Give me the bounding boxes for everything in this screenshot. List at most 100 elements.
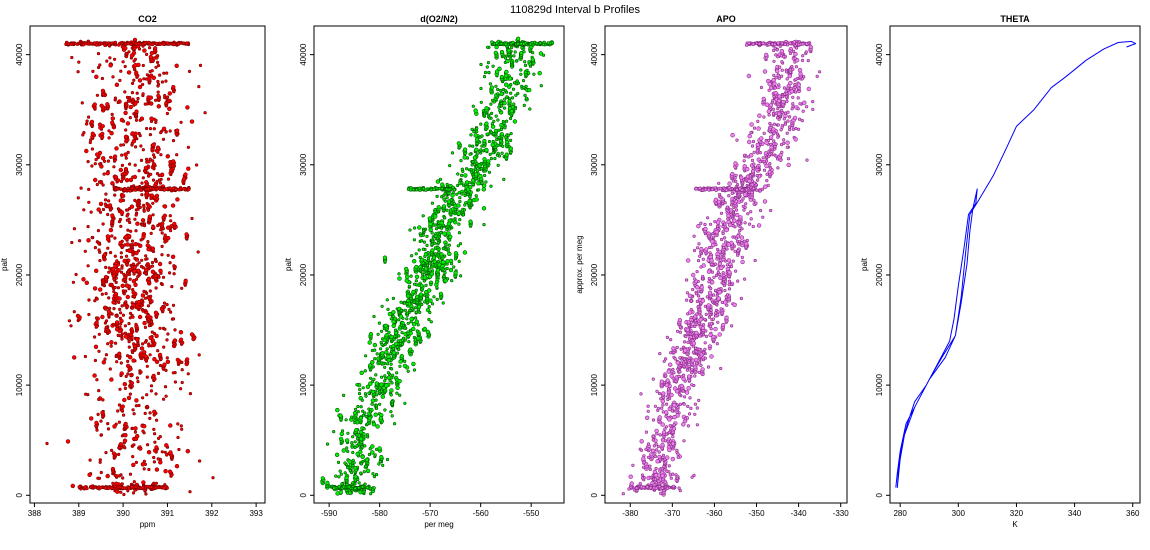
do2n2-data-point <box>441 204 447 209</box>
co2-data-point <box>45 441 49 446</box>
do2n2-data-point <box>368 381 373 386</box>
co2-data-point <box>100 156 106 161</box>
co2-data-point <box>119 210 125 215</box>
apo-data-point <box>738 225 742 229</box>
co2-data-point <box>117 446 121 450</box>
co2-data-point <box>137 169 141 173</box>
do2n2-data-point <box>499 88 503 93</box>
co2-data-point <box>133 430 137 434</box>
co2-data-point <box>146 443 150 447</box>
co2-data-point <box>125 103 129 107</box>
apo-data-point <box>769 208 773 213</box>
do2n2-data-point <box>445 208 449 212</box>
co2-data-point <box>142 320 147 326</box>
co2-data-point <box>143 325 147 330</box>
apo-data-point <box>755 188 759 192</box>
do2n2-data-point <box>509 91 513 95</box>
do2n2-data-point <box>486 60 491 65</box>
do2n2-data-point <box>521 78 526 83</box>
co2-data-point <box>196 250 200 254</box>
do2n2-data-point <box>337 484 341 489</box>
co2-data-point <box>172 42 176 47</box>
co2-data-point <box>94 158 98 162</box>
co2-data-point <box>149 172 153 176</box>
do2n2-data-point <box>443 271 447 275</box>
do2n2-data-point <box>422 275 428 280</box>
apo-data-point <box>667 447 672 453</box>
apo-data-point <box>742 208 746 212</box>
co2-data-point <box>165 154 171 159</box>
co2-data-point <box>98 210 103 214</box>
apo-data-point <box>715 247 720 252</box>
do2n2-data-point <box>463 147 468 152</box>
co2-data-point <box>149 116 154 121</box>
do2n2-data-point <box>339 431 344 437</box>
co2-data-point <box>161 227 165 231</box>
do2n2-data-point <box>385 457 390 462</box>
do2n2-data-point <box>362 427 366 431</box>
do2n2-data-point <box>436 259 441 264</box>
apo-data-point <box>658 433 662 437</box>
do2n2-data-point <box>483 70 488 75</box>
do2n2-data-point <box>386 358 392 363</box>
co2-data-point <box>138 118 142 122</box>
apo-data-point <box>725 266 730 272</box>
apo-data-point <box>708 324 712 329</box>
do2n2-data-point <box>509 109 514 114</box>
apo-data-point <box>677 486 681 490</box>
co2-data-point <box>153 440 157 444</box>
do2n2-data-point <box>438 291 444 296</box>
apo-data-point <box>719 307 723 311</box>
co2-data-point <box>168 214 172 218</box>
apo-data-point <box>654 428 659 434</box>
do2n2-data-point <box>448 227 452 231</box>
apo-data-point <box>687 310 693 315</box>
co2-data-point <box>141 480 146 485</box>
apo-data-point <box>724 240 728 244</box>
do2n2-data-point <box>389 393 393 397</box>
apo-data-point <box>678 330 683 334</box>
co2-data-point <box>155 187 159 191</box>
do2n2-data-point <box>475 130 479 134</box>
co2-data-point <box>176 435 180 440</box>
co2-data-point <box>93 358 97 363</box>
apo-data-point <box>681 376 686 382</box>
apo-data-point <box>714 314 718 318</box>
apo-data-point <box>723 288 727 293</box>
do2n2-data-point <box>361 459 365 464</box>
co2-data-point <box>100 314 105 320</box>
co2-data-point <box>113 285 117 290</box>
co2-data-point <box>106 427 111 431</box>
apo-data-point <box>671 426 677 431</box>
co2-data-point <box>103 198 108 202</box>
co2-data-point <box>132 67 137 71</box>
do2n2-data-point <box>501 144 505 148</box>
apo-data-point <box>662 465 666 469</box>
apo-data-point <box>660 422 665 427</box>
do2n2-data-point <box>442 274 446 279</box>
apo-data-point <box>687 356 691 360</box>
do2n2-data-point <box>428 221 433 227</box>
do2n2-data-point <box>406 289 410 293</box>
apo-data-point <box>699 363 703 368</box>
do2n2-data-point <box>374 381 379 386</box>
apo-data-point <box>661 403 665 407</box>
do2n2-data-point <box>450 279 454 283</box>
do2n2-data-point <box>475 126 479 131</box>
apo-data-point <box>672 402 677 408</box>
do2n2-data-point <box>450 151 455 155</box>
co2-data-point <box>96 412 100 417</box>
do2n2-data-point <box>415 294 420 299</box>
do2n2-data-point <box>469 133 473 137</box>
do2n2-data-point <box>425 307 431 313</box>
do2n2-data-point <box>460 173 464 177</box>
co2-data-point <box>84 122 89 126</box>
apo-x-tick-label: -370 <box>664 509 681 518</box>
apo-data-point <box>710 242 716 248</box>
co2-data-point <box>124 300 128 304</box>
co2-data-point <box>128 162 132 166</box>
do2n2-data-point <box>458 218 462 222</box>
do2n2-data-point <box>452 202 456 206</box>
do2n2-data-point <box>380 394 385 399</box>
co2-x-tick-label: 391 <box>161 509 175 518</box>
